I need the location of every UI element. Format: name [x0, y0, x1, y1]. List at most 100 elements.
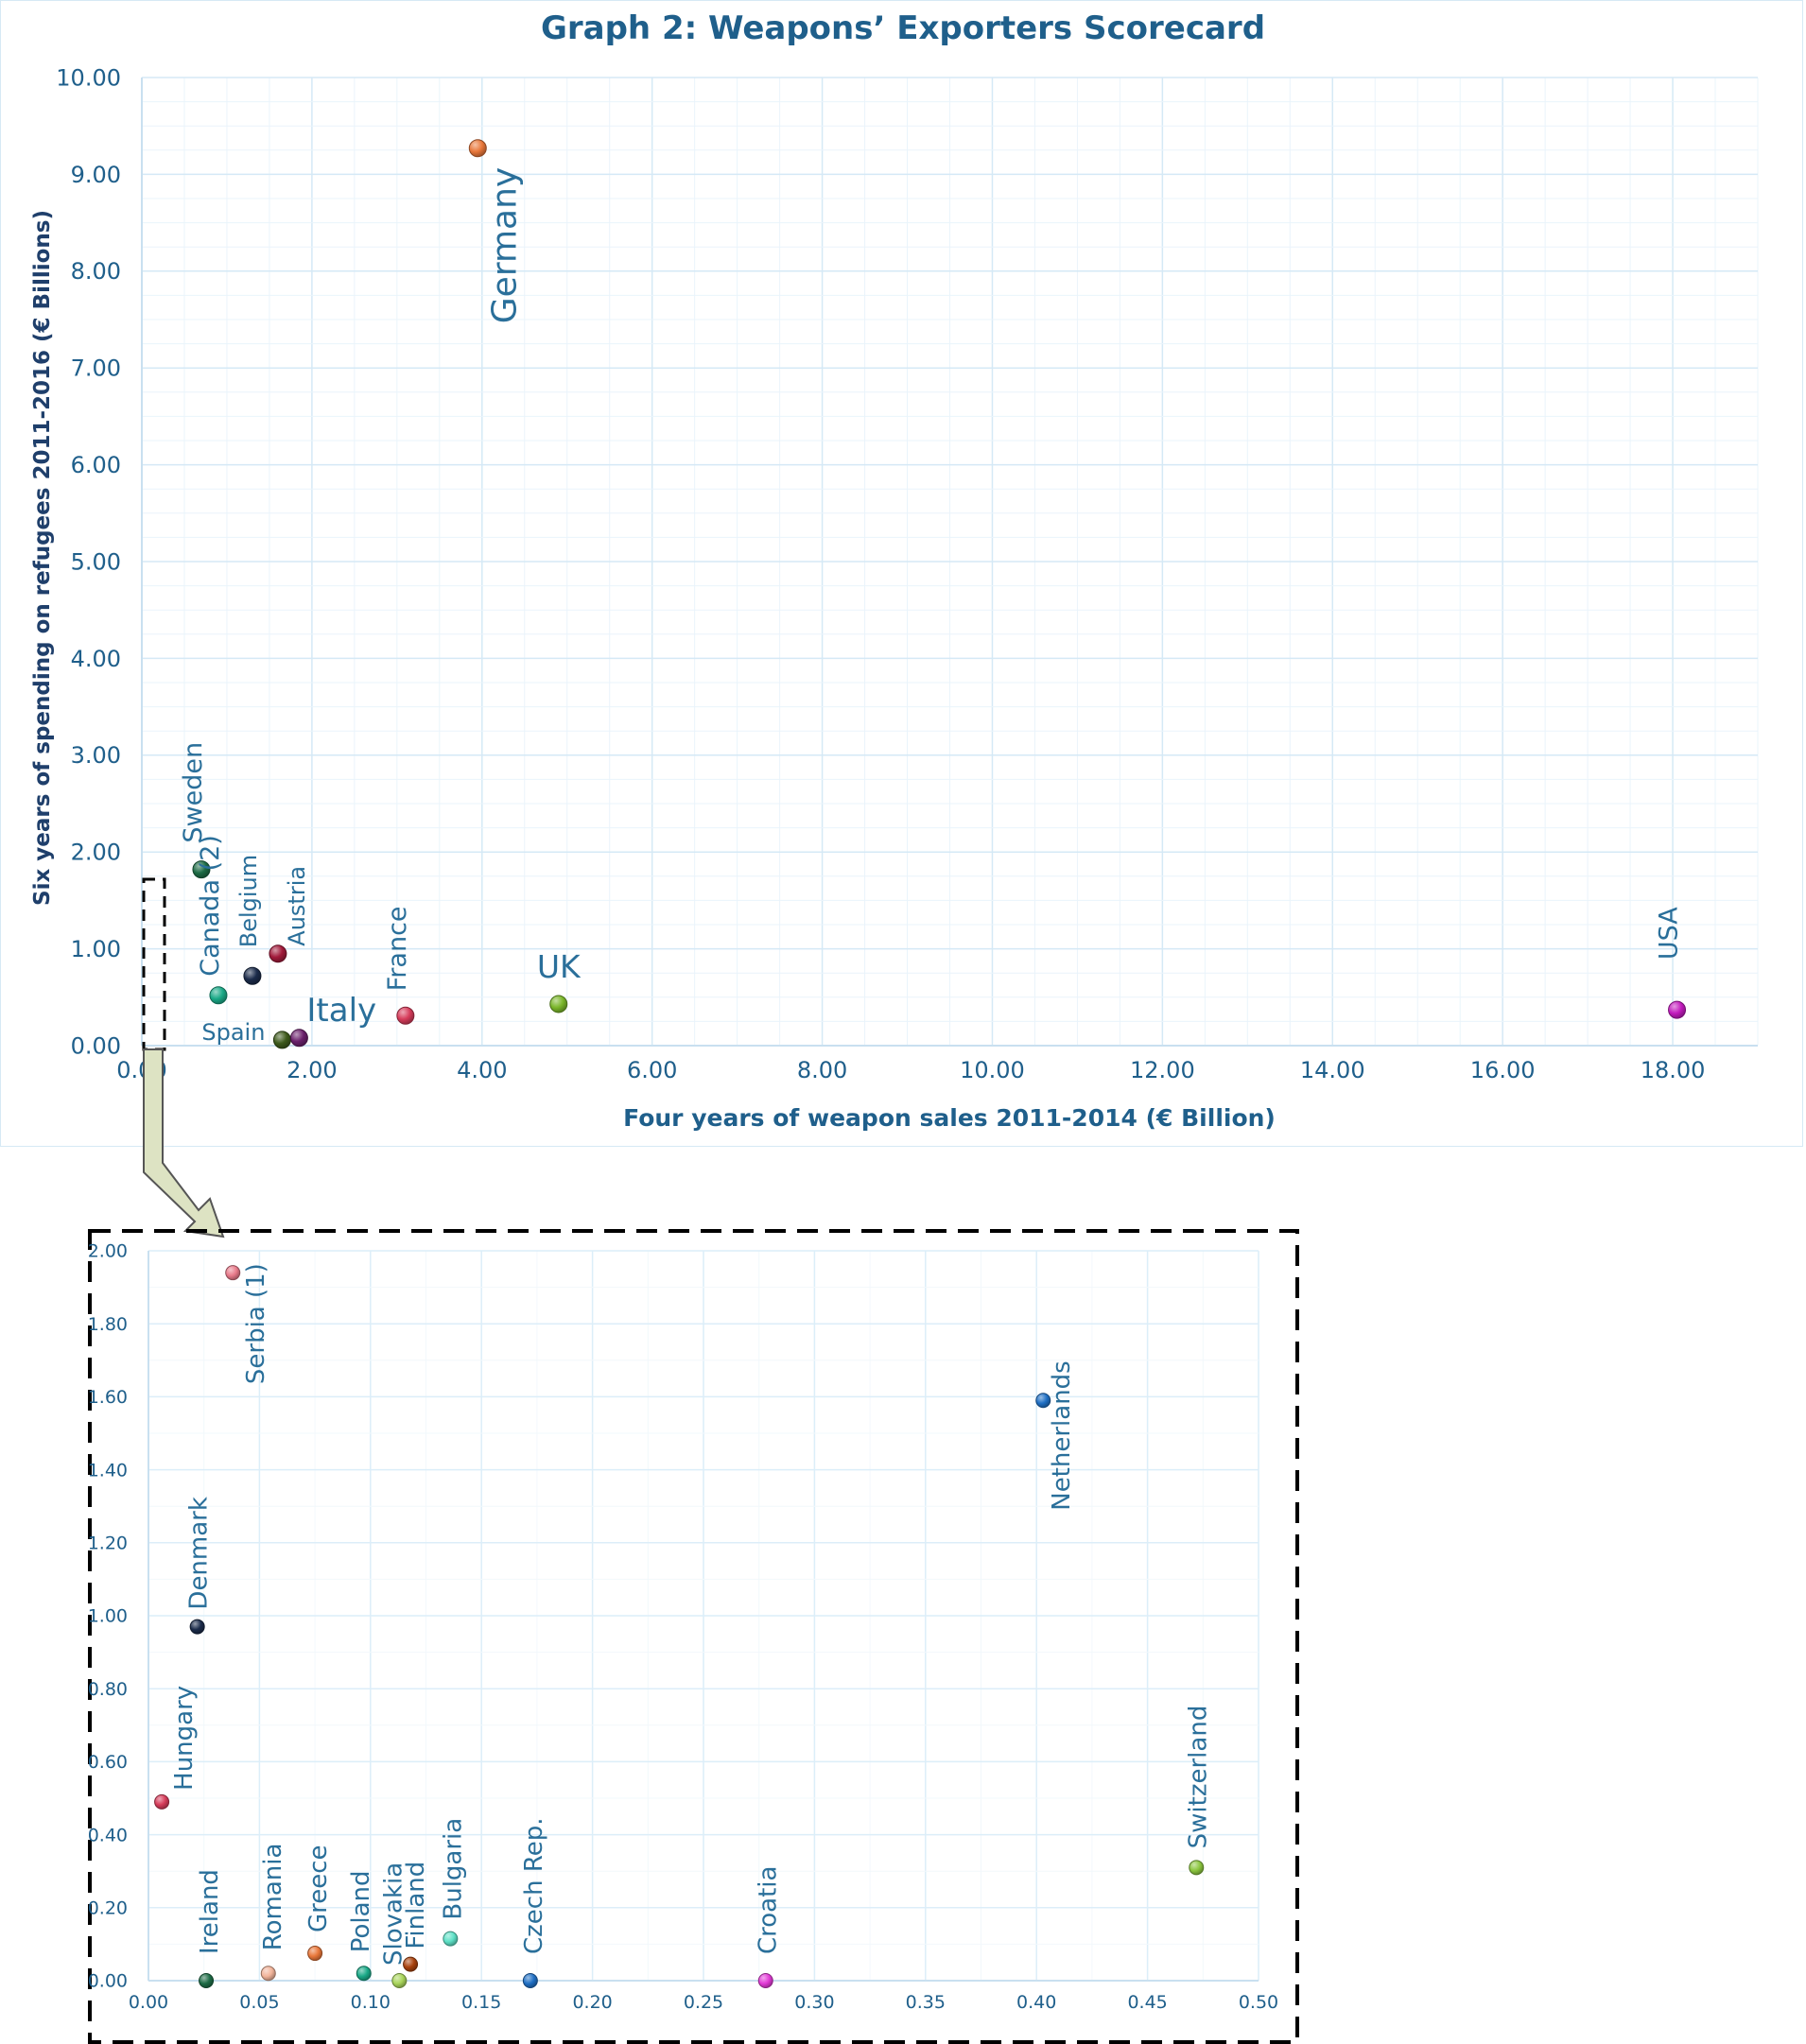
inset-point-ireland: [199, 1973, 215, 1988]
main-x-tick-label: 2.00: [287, 1057, 337, 1083]
main-x-tick-label: 6.00: [627, 1057, 677, 1083]
main-point-label-italy: Italy: [306, 992, 376, 1030]
main-point-belgium: [243, 966, 262, 985]
inset-x-tick-label: 0.25: [684, 1992, 723, 2013]
main-point-label-austria: Austria: [284, 866, 310, 946]
main-point-france: [396, 1006, 415, 1025]
y-axis-title: Six years of spending on refugees 2011-2…: [30, 210, 55, 906]
main-point-uk: [549, 995, 568, 1013]
main-y-tick-label: 6.00: [71, 452, 121, 478]
main-point-label-germany: Germany: [485, 167, 524, 323]
inset-point-label-bulgaria: Bulgaria: [439, 1818, 467, 1920]
inset-x-tick-label: 0.45: [1127, 1992, 1167, 2013]
inset-y-tick-label: 0.40: [88, 1825, 128, 1845]
main-x-tick-label: 18.00: [1641, 1057, 1706, 1083]
main-y-tick-label: 2.00: [71, 840, 121, 866]
main-x-tick-label: 14.00: [1300, 1057, 1365, 1083]
inset-point-serbia-1: [225, 1265, 241, 1281]
inset-x-tick-label: 0.20: [572, 1992, 612, 2013]
main-point-label-france: France: [383, 906, 412, 991]
inset-y-tick-label: 1.40: [88, 1460, 128, 1481]
inset-point-label-switzerland: Switzerland: [1184, 1706, 1212, 1849]
main-x-tick-label: 16.00: [1470, 1057, 1536, 1083]
inset-y-tick-label: 0.80: [88, 1679, 128, 1700]
inset-chart-points: [154, 1265, 1205, 1988]
inset-y-tick-label: 1.00: [88, 1606, 128, 1627]
main-x-tick-label: 10.00: [960, 1057, 1025, 1083]
main-y-tick-label: 3.00: [71, 742, 121, 769]
x-axis-title: Four years of weapon sales 2011-2014 (€ …: [623, 1104, 1276, 1132]
inset-point-netherlands: [1035, 1393, 1051, 1409]
inset-point-label-denmark: Denmark: [185, 1497, 214, 1610]
main-point-austria: [269, 944, 287, 963]
main-chart-tick-labels: 0.00 2.00 4.00 6.00 8.00 10.00 12.00 14.00 16.00…: [56, 64, 1705, 1083]
main-x-tick-label: 8.00: [797, 1057, 847, 1083]
inset-point-denmark: [189, 1619, 205, 1635]
inset-point-croatia: [757, 1973, 773, 1988]
main-y-tick-label: 7.00: [71, 355, 121, 382]
main-point-canada-2: [209, 986, 228, 1005]
inset-point-label-croatia: Croatia: [755, 1866, 783, 1954]
inset-x-tick-label: 0.05: [239, 1992, 279, 2013]
main-chart-points: [192, 139, 1687, 1049]
inset-point-label-slovakia: Slovakia: [379, 1862, 408, 1966]
main-point-label-usa: USA: [1655, 907, 1684, 960]
main-chart-svg: 0.00 2.00 4.00 6.00 8.00 10.00 12.00 14.00 16.00…: [30, 64, 1759, 1132]
main-y-tick-label: 1.00: [71, 936, 121, 962]
inset-point-label-romania: Romania: [259, 1844, 287, 1951]
inset-point-romania: [260, 1966, 276, 1982]
inset-point-label-poland: Poland: [347, 1870, 375, 1952]
inset-chart-axes: [148, 1251, 1259, 1982]
main-chart-axes: [141, 78, 1758, 1047]
main-x-tick-label: 12.00: [1130, 1057, 1195, 1083]
inset-point-greece: [307, 1946, 323, 1962]
inset-point-label-greece: Greece: [304, 1845, 333, 1932]
inset-x-tick-label: 0.50: [1239, 1992, 1278, 2013]
main-point-label-spain: Spain: [201, 1019, 265, 1046]
main-y-tick-label: 9.00: [71, 162, 121, 188]
inset-point-label-netherlands: Netherlands: [1048, 1360, 1076, 1511]
inset-point-bulgaria: [443, 1931, 459, 1947]
main-point-label-canada-2: Canada (2): [196, 835, 225, 977]
inset-chart-gridlines: [148, 1250, 1259, 1982]
main-point-label-sweden: Sweden: [179, 742, 208, 843]
main-y-tick-label: 0.00: [71, 1032, 121, 1059]
inset-point-hungary: [154, 1793, 170, 1810]
main-point-sweden: [192, 860, 211, 879]
inset-x-tick-label: 0.00: [129, 1992, 168, 2013]
inset-point-label-finland: Finland: [402, 1862, 430, 1949]
inset-point-label-czech-rep: Czech Rep.: [520, 1818, 548, 1955]
inset-y-tick-label: 1.80: [88, 1314, 128, 1335]
inset-y-tick-label: 2.00: [88, 1241, 128, 1262]
inset-x-tick-label: 0.40: [1016, 1992, 1056, 2013]
chart-title: Graph 2: Weapons’ Exporters Scorecard: [540, 9, 1266, 47]
inset-y-tick-label: 1.20: [88, 1533, 128, 1553]
inset-x-tick-label: 0.10: [351, 1992, 391, 2013]
inset-point-slovakia: [391, 1973, 408, 1988]
inset-x-tick-label: 0.15: [461, 1992, 501, 2013]
inset-point-switzerland: [1189, 1860, 1205, 1876]
main-y-tick-label: 5.00: [71, 548, 121, 575]
main-point-italy: [289, 1029, 308, 1048]
main-y-tick-label: 8.00: [71, 258, 121, 285]
main-point-label-belgium: Belgium: [235, 855, 262, 947]
inset-point-label-hungary: Hungary: [170, 1686, 199, 1791]
inset-y-tick-label: 0.60: [88, 1752, 128, 1773]
main-point-label-uk: UK: [537, 948, 582, 985]
inset-chart-tick-labels: 0.00 0.05 0.10 0.15 0.20 0.25 0.30 0.35 0.40 0.45…: [88, 1241, 1278, 2013]
inset-y-tick-label: 0.20: [88, 1897, 128, 1918]
inset-x-tick-label: 0.35: [906, 1992, 946, 2013]
inset-chart-point-labels: Serbia (1) Netherlands Denmark Hungary Switz…: [170, 1263, 1212, 1966]
main-y-tick-label: 4.00: [71, 646, 121, 672]
inset-point-czech-rep: [522, 1973, 538, 1988]
inset-point-poland: [356, 1966, 372, 1982]
main-point-usa: [1668, 1000, 1687, 1019]
main-point-germany: [468, 139, 487, 158]
main-chart-panel: [0, 0, 1803, 1147]
inset-point-label-serbia-1: Serbia (1): [242, 1263, 270, 1384]
main-y-tick-label: 10.00: [56, 64, 121, 91]
inset-point-label-ireland: Ireland: [196, 1869, 224, 1954]
main-x-tick-label: 4.00: [457, 1057, 507, 1083]
